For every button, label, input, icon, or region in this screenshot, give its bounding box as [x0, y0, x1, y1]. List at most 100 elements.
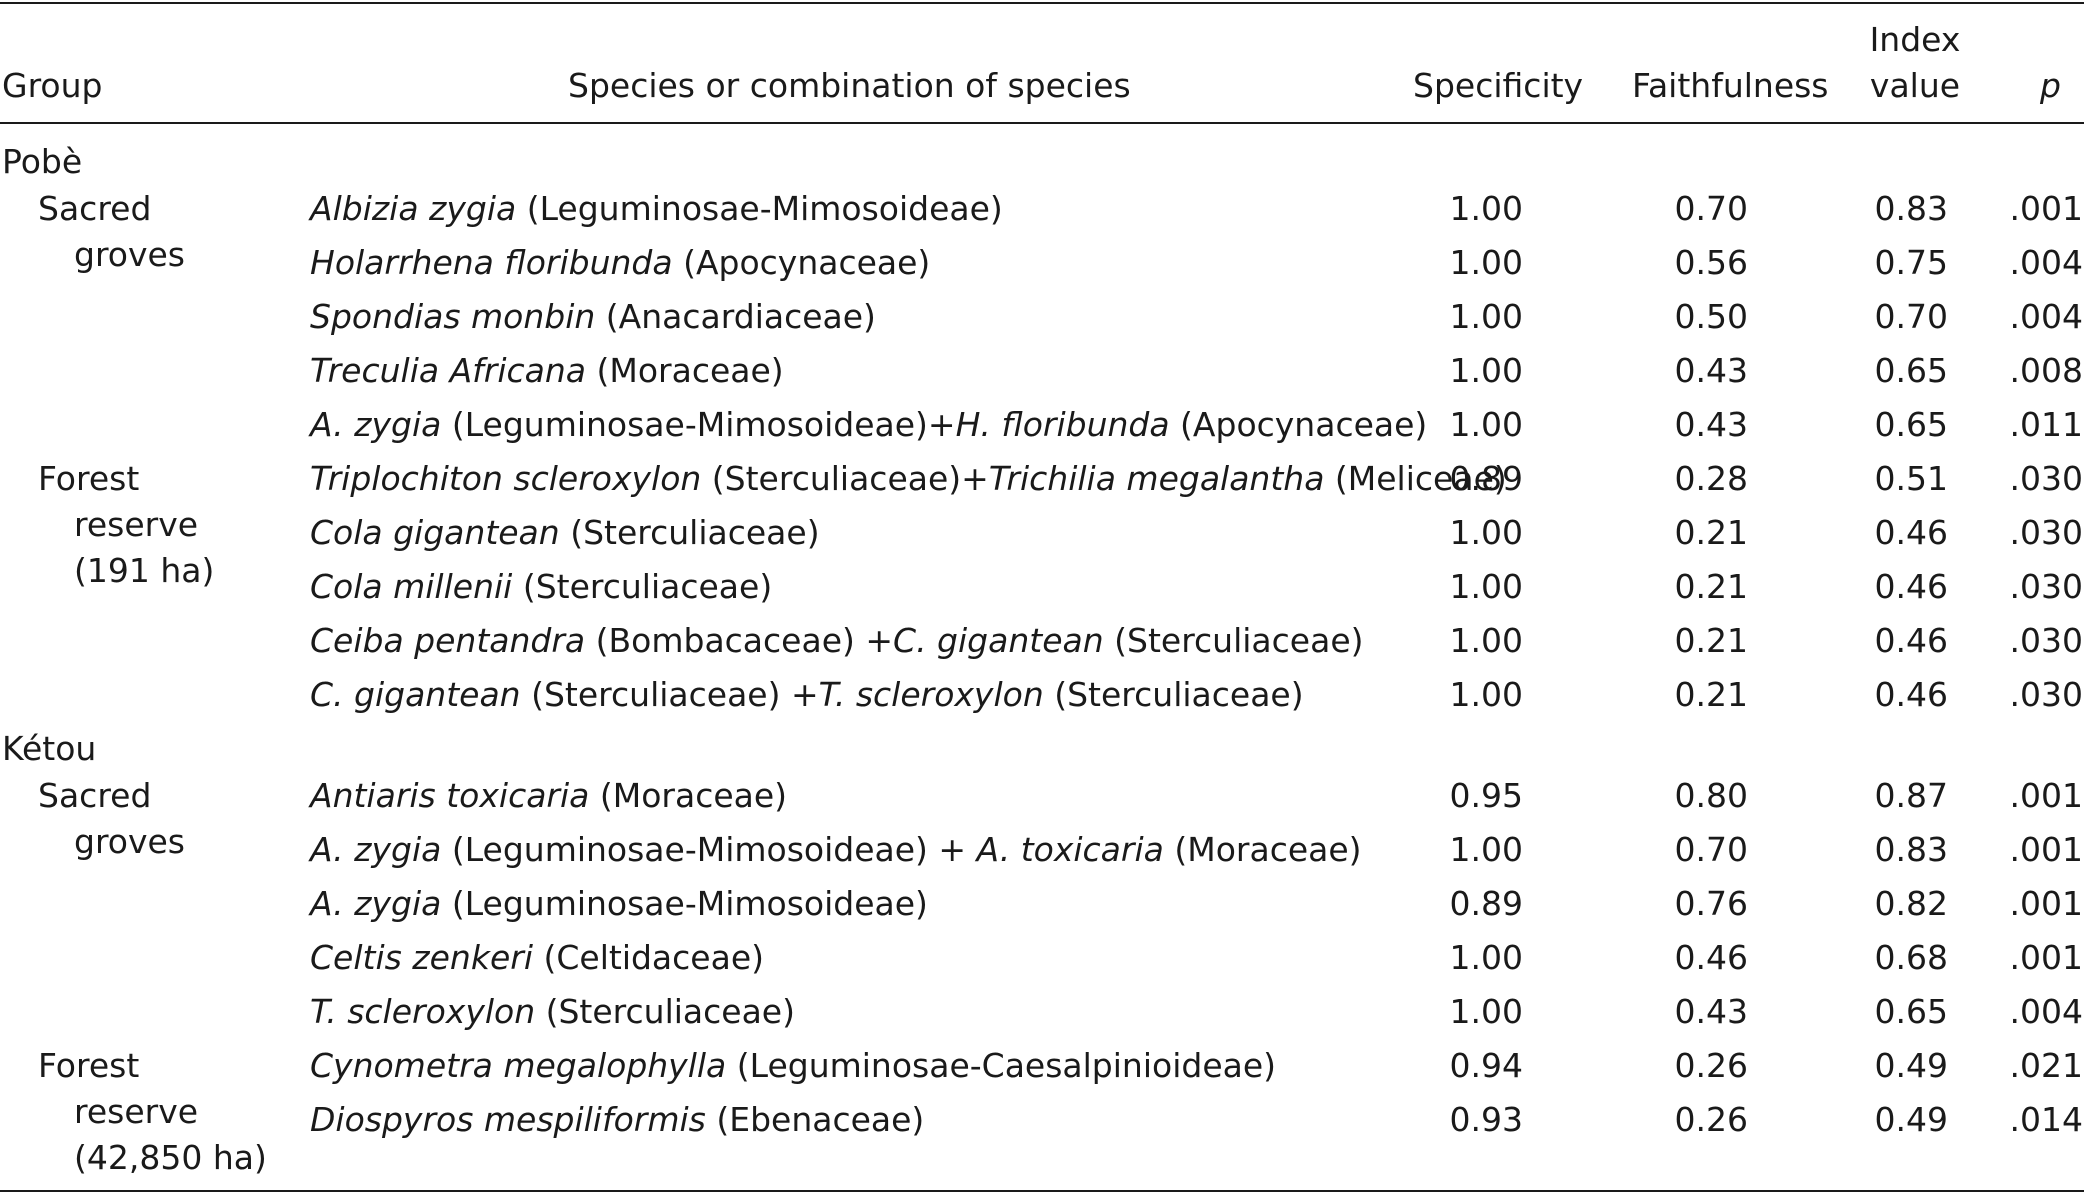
subgroup-label-line: reserve [74, 1092, 199, 1131]
specificity-cell: 0.89 [1449, 884, 1523, 923]
index-value-cell: 0.49 [1874, 1100, 1948, 1139]
index-value-cell: 0.83 [1874, 189, 1948, 228]
family-name: (Sterculiaceae) [559, 513, 820, 552]
species-name: Holarrhena floribunda [310, 243, 673, 282]
species-cell: Antiaris toxicaria (Moraceae) [310, 776, 787, 816]
header-species: Species or combination of species [568, 66, 1131, 105]
specificity-cell: 0.94 [1449, 1046, 1523, 1085]
p-value-cell: .030 [2009, 621, 2083, 660]
species-cell: T. scleroxylon (Sterculiaceae) [310, 992, 795, 1032]
index-value-cell: 0.65 [1874, 405, 1948, 444]
top-rule [0, 2, 2084, 4]
species-name: Spondias monbin [310, 297, 596, 336]
species-cell: Treculia Africana (Moraceae) [310, 351, 784, 391]
specificity-cell: 1.00 [1449, 297, 1523, 336]
species-name: A. zygia [310, 884, 442, 923]
family-name: (Sterculiaceae) [512, 567, 773, 606]
specificity-cell: 0.95 [1449, 776, 1523, 815]
faithfulness-cell: 0.56 [1674, 243, 1748, 282]
species-cell: Cola gigantean (Sterculiaceae) [310, 513, 820, 553]
specificity-cell: 1.00 [1449, 243, 1523, 282]
family-name: (Anacardiaceae) [595, 297, 876, 336]
subgroup-label-line: reserve [74, 505, 199, 544]
family-name: (Apocynaceae) [672, 243, 931, 282]
species-cell: Celtis zenkeri (Celtidaceae) [310, 938, 764, 978]
p-value-cell: .011 [2009, 405, 2083, 444]
species-cell: C. gigantean (Sterculiaceae) +T. sclerox… [310, 675, 1304, 715]
species-name: Antiaris toxicaria [310, 776, 590, 815]
species-cell: A. zygia (Leguminosae-Mimosoideae) + A. … [310, 830, 1362, 870]
index-value-cell: 0.65 [1874, 351, 1948, 390]
family-name: (Celtidaceae) [533, 938, 764, 977]
family-name: (Sterculiaceae) [1043, 675, 1304, 714]
header-group: Group [2, 66, 103, 105]
species-name: Triplochiton scleroxylon [310, 459, 702, 498]
bottom-rule [0, 1190, 2084, 1192]
species-name: A. zygia [310, 830, 442, 869]
specificity-cell: 1.00 [1449, 938, 1523, 977]
family-name: (Leguminosae-Mimosoideae) [516, 189, 1003, 228]
family-name: (Moraceae) [589, 776, 788, 815]
species-name: Diospyros mespiliformis [310, 1100, 706, 1139]
family-name: (Sterculiaceae) + [520, 675, 819, 714]
subgroup-label-line: groves [74, 822, 186, 861]
species-cell: Spondias monbin (Anacardiaceae) [310, 297, 876, 337]
species-name: C. gigantean [893, 621, 1104, 660]
species-name: T. scleroxylon [310, 992, 536, 1031]
faithfulness-cell: 0.26 [1674, 1100, 1748, 1139]
specificity-cell: 1.00 [1449, 992, 1523, 1031]
species-name: H. floribunda [955, 405, 1170, 444]
faithfulness-cell: 0.21 [1674, 675, 1748, 714]
subgroup-label-line: Forest [38, 1046, 140, 1085]
index-value-cell: 0.87 [1874, 776, 1948, 815]
family-name: (Leguminosae-Mimosoideae) [441, 884, 928, 923]
species-name: Cola gigantean [310, 513, 560, 552]
p-value-cell: .030 [2009, 459, 2083, 498]
subgroup-label-line: (191 ha) [74, 551, 215, 590]
section-heading: Kétou [2, 729, 97, 768]
species-cell: Triplochiton scleroxylon (Sterculiaceae)… [310, 459, 1507, 499]
p-value-cell: .014 [2009, 1100, 2083, 1139]
index-value-cell: 0.75 [1874, 243, 1948, 282]
species-name: Celtis zenkeri [310, 938, 533, 977]
faithfulness-cell: 0.21 [1674, 567, 1748, 606]
species-name: Ceiba pentandra [310, 621, 586, 660]
faithfulness-cell: 0.21 [1674, 513, 1748, 552]
species-name: A. toxicaria [976, 830, 1164, 869]
species-name: Cola millenii [310, 567, 513, 606]
faithfulness-cell: 0.80 [1674, 776, 1748, 815]
p-value-cell: .001 [2009, 189, 2083, 228]
species-cell: A. zygia (Leguminosae-Mimosoideae) [310, 884, 928, 924]
species-name: T. scleroxylon [818, 675, 1044, 714]
faithfulness-cell: 0.26 [1674, 1046, 1748, 1085]
header-specificity: Specificity [1413, 66, 1584, 105]
p-value-cell: .008 [2009, 351, 2083, 390]
faithfulness-cell: 0.50 [1674, 297, 1748, 336]
subgroup-label-line: Forest [38, 459, 140, 498]
faithfulness-cell: 0.76 [1674, 884, 1748, 923]
subgroup-label-line: Sacred [38, 776, 152, 815]
species-cell: Diospyros mespiliformis (Ebenaceae) [310, 1100, 924, 1140]
species-cell: Ceiba pentandra (Bombacaceae) +C. gigant… [310, 621, 1364, 661]
species-name: C. gigantean [310, 675, 521, 714]
index-value-cell: 0.83 [1874, 830, 1948, 869]
header-index-line1: Index [1869, 20, 1961, 59]
p-value-cell: .030 [2009, 567, 2083, 606]
p-value-cell: .030 [2009, 513, 2083, 552]
faithfulness-cell: 0.21 [1674, 621, 1748, 660]
specificity-cell: 1.00 [1449, 513, 1523, 552]
header-p: p [2040, 66, 2061, 105]
family-name: (Sterculiaceae)+ [701, 459, 989, 498]
p-value-cell: .001 [2009, 830, 2083, 869]
family-name: (Leguminosae-Mimosoideae) + [441, 830, 977, 869]
species-cell: Cola millenii (Sterculiaceae) [310, 567, 772, 607]
faithfulness-cell: 0.43 [1674, 992, 1748, 1031]
family-name: (Ebenaceae) [705, 1100, 925, 1139]
index-value-cell: 0.49 [1874, 1046, 1948, 1085]
subgroup-label-line: Sacred [38, 189, 152, 228]
specificity-cell: 0.89 [1449, 459, 1523, 498]
family-name: (Leguminosae-Caesalpinioideae) [726, 1046, 1277, 1085]
family-name: (Leguminosae-Mimosoideae)+ [441, 405, 956, 444]
species-name: Cynometra megalophylla [310, 1046, 727, 1085]
subgroup-label-line: (42,850 ha) [74, 1138, 267, 1177]
